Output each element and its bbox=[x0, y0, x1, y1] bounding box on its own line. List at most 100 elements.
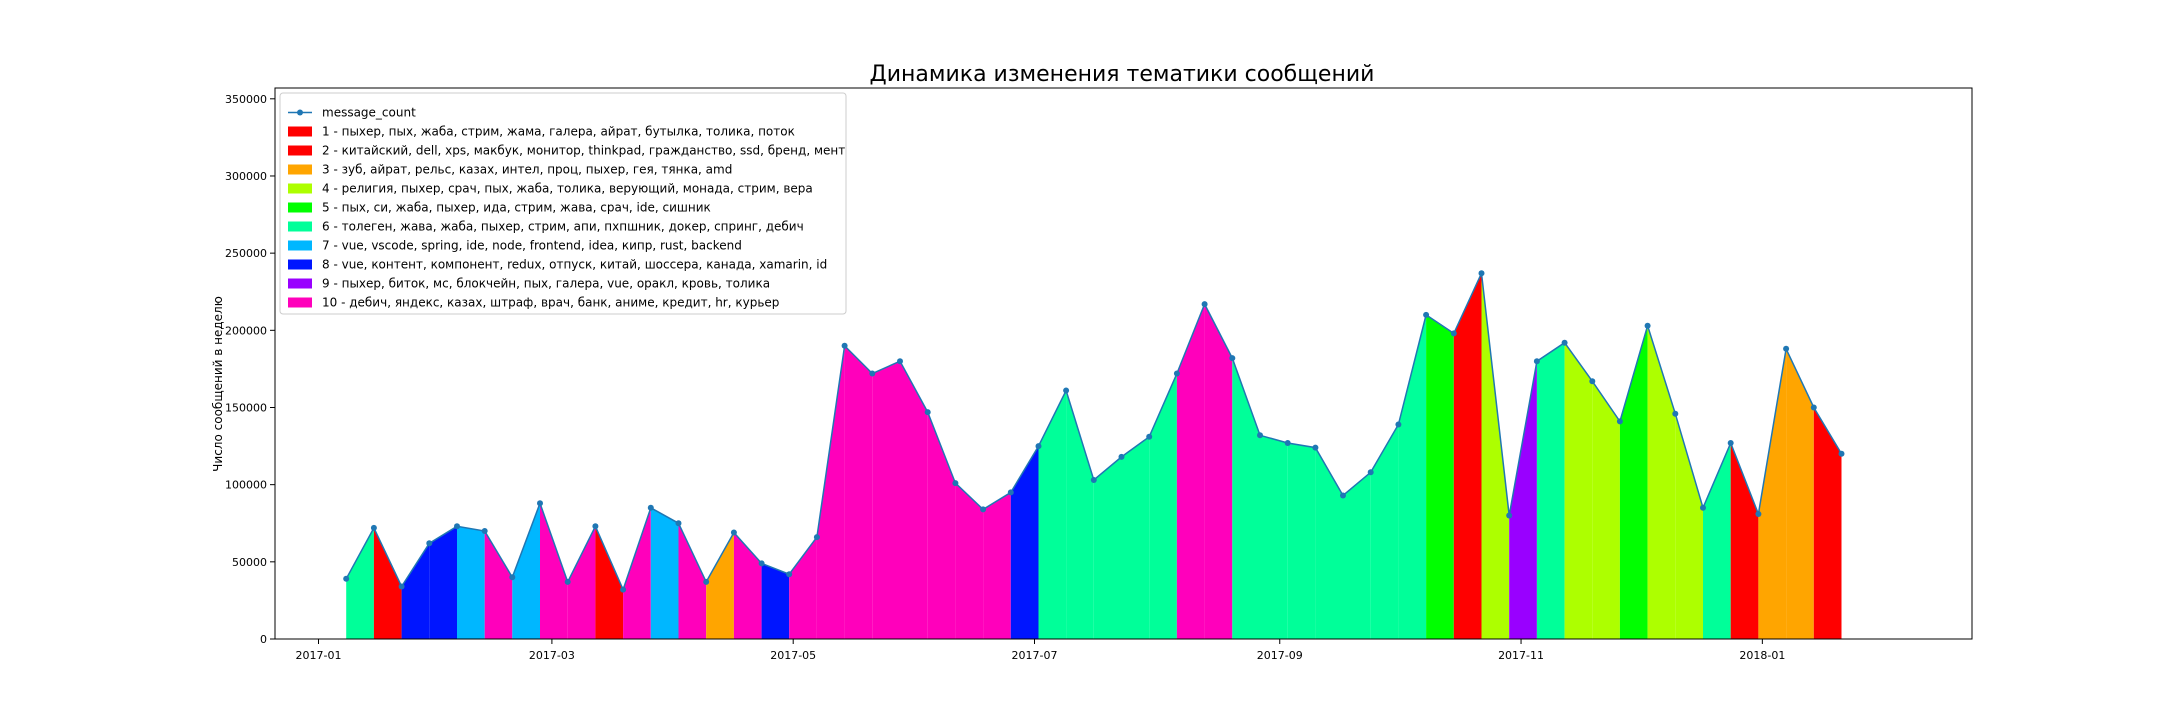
y-tick-label: 350000 bbox=[225, 93, 267, 106]
area-segment bbox=[1619, 325, 1648, 639]
y-tick-label: 300000 bbox=[225, 170, 267, 183]
area-segment bbox=[789, 537, 817, 639]
y-tick-label: 250000 bbox=[225, 247, 267, 260]
area-segment bbox=[1398, 314, 1427, 639]
area-segment bbox=[1536, 342, 1565, 639]
area-segment bbox=[484, 531, 513, 639]
area-segment bbox=[927, 412, 956, 639]
legend-label: 6 - толеген, жава, жаба, пыхер, стрим, а… bbox=[322, 220, 804, 234]
data-point bbox=[952, 480, 959, 487]
data-point bbox=[703, 578, 710, 585]
area-segment bbox=[457, 526, 485, 639]
legend-box bbox=[279, 92, 847, 315]
area-segment bbox=[1564, 342, 1593, 639]
data-point bbox=[1007, 489, 1014, 496]
legend: message_count 1 - пыхер, пых, жаба, стрим… bbox=[279, 92, 847, 315]
data-point bbox=[675, 520, 682, 527]
data-point bbox=[1395, 421, 1402, 428]
data-point bbox=[1340, 492, 1346, 499]
data-point bbox=[813, 534, 820, 541]
legend-marker bbox=[297, 109, 303, 116]
area-segment bbox=[1010, 446, 1039, 639]
legend-swatch bbox=[288, 278, 312, 289]
legend-swatch bbox=[288, 126, 312, 137]
area-segment bbox=[401, 543, 430, 639]
area-segment bbox=[816, 345, 845, 639]
x-tick-label: 2017-09 bbox=[1257, 649, 1303, 662]
data-point bbox=[1229, 355, 1236, 362]
legend-swatch bbox=[288, 259, 312, 270]
data-point bbox=[509, 574, 516, 581]
plot-frame bbox=[274, 87, 1973, 640]
legend-label: 9 - пыхер, биток, мс, блокчейн, пых, гал… bbox=[322, 277, 770, 291]
area-segment bbox=[1370, 424, 1399, 639]
area-segment bbox=[1675, 413, 1703, 639]
y-tick-label: 100000 bbox=[225, 479, 267, 492]
area-segment bbox=[429, 526, 457, 639]
legend-label: 7 - vue, vscode, spring, ide, node, fron… bbox=[322, 239, 742, 253]
data-point bbox=[1478, 270, 1485, 277]
data-point bbox=[1201, 301, 1208, 308]
x-tick-label: 2017-03 bbox=[529, 649, 575, 662]
area-segment bbox=[1066, 390, 1094, 639]
data-point bbox=[841, 342, 848, 349]
y-tick-label: 150000 bbox=[225, 401, 267, 414]
chart-title: Динамика изменения тематики сообщений bbox=[870, 62, 1375, 87]
data-point bbox=[1118, 453, 1125, 460]
legend-label: 3 - зуб, айрат, рельс, казах, интел, про… bbox=[322, 163, 732, 177]
area-segment bbox=[1758, 348, 1787, 639]
area-segment bbox=[512, 503, 540, 639]
data-point bbox=[481, 528, 488, 534]
area-segment bbox=[1592, 381, 1620, 639]
area-segment bbox=[1343, 472, 1371, 639]
data-point bbox=[1810, 404, 1817, 411]
legend-swatch bbox=[288, 202, 312, 213]
area-segment bbox=[346, 527, 374, 639]
area-segment bbox=[540, 503, 568, 639]
legend-swatch bbox=[288, 145, 312, 156]
area-segment bbox=[650, 507, 679, 639]
data-point bbox=[1312, 444, 1319, 451]
data-point bbox=[620, 586, 627, 593]
x-tick-label: 2018-01 bbox=[1739, 649, 1785, 662]
y-tick-label: 50000 bbox=[232, 556, 267, 569]
data-point bbox=[1783, 345, 1790, 352]
area-segment bbox=[955, 483, 984, 639]
data-point bbox=[564, 578, 571, 585]
message-count-series bbox=[343, 270, 1845, 593]
area-segment bbox=[623, 507, 651, 639]
legend-swatch bbox=[288, 221, 312, 232]
legend-label: 2 - китайский, dell, xps, макбук, монито… bbox=[322, 144, 845, 158]
legend-label: message_count bbox=[322, 106, 416, 120]
data-point bbox=[1838, 450, 1845, 457]
x-tick-label: 2017-07 bbox=[1012, 649, 1058, 662]
legend-swatch bbox=[288, 240, 312, 251]
legend-label: 10 - дебич, яндекс, казах, штраф, врач, … bbox=[322, 296, 779, 310]
data-point bbox=[924, 409, 931, 416]
area-segment bbox=[1121, 436, 1150, 639]
area-segment bbox=[983, 492, 1011, 639]
x-axis: 2017-01 2017-03 2017-05 2017-07 2017-09 2017-… bbox=[296, 639, 1785, 662]
data-point bbox=[1755, 511, 1762, 517]
topic-areas bbox=[346, 273, 1842, 639]
data-point bbox=[897, 358, 903, 365]
data-point bbox=[1644, 322, 1651, 329]
data-point bbox=[1035, 443, 1042, 450]
data-point bbox=[1423, 311, 1430, 318]
area-segment bbox=[872, 361, 900, 639]
area-segment bbox=[844, 345, 873, 639]
data-point bbox=[1561, 339, 1568, 346]
data-point bbox=[1450, 330, 1457, 337]
data-point bbox=[592, 523, 599, 530]
data-point bbox=[1284, 440, 1291, 446]
area-segment bbox=[1232, 358, 1260, 639]
data-point bbox=[1367, 469, 1374, 476]
data-point bbox=[980, 506, 987, 513]
data-point bbox=[869, 370, 876, 377]
area-segment bbox=[1426, 314, 1454, 639]
data-point bbox=[370, 524, 377, 531]
legend-label: 8 - vue, контент, компонент, redux, отпу… bbox=[322, 258, 827, 272]
x-tick-label: 2017-11 bbox=[1498, 649, 1544, 662]
area-segment bbox=[761, 563, 790, 639]
